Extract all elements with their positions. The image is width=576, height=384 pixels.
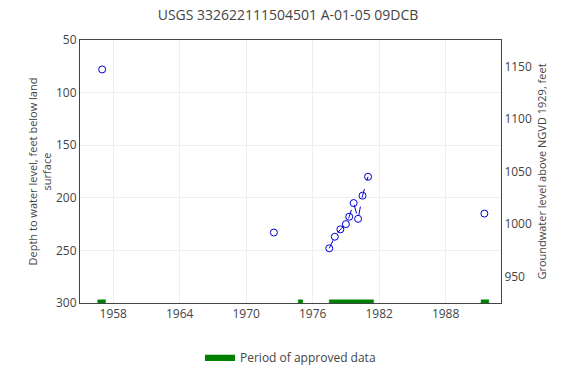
svg-text:1988: 1988 bbox=[432, 305, 460, 322]
svg-text:1970: 1970 bbox=[232, 305, 260, 322]
svg-text:150: 150 bbox=[56, 136, 77, 153]
svg-text:1964: 1964 bbox=[166, 305, 194, 322]
svg-text:Period of approved data: Period of approved data bbox=[240, 349, 376, 366]
svg-text:1100: 1100 bbox=[504, 110, 532, 127]
svg-text:Depth to water level, feet bel: Depth to water level, feet below landsur… bbox=[25, 78, 54, 266]
svg-text:1976: 1976 bbox=[299, 305, 327, 322]
svg-text:1982: 1982 bbox=[365, 305, 393, 322]
svg-text:1000: 1000 bbox=[504, 215, 532, 232]
svg-text:250: 250 bbox=[56, 242, 77, 259]
svg-text:100: 100 bbox=[56, 84, 77, 101]
svg-text:1150: 1150 bbox=[504, 58, 532, 75]
svg-text:USGS 332622111504501 A-01-05 0: USGS 332622111504501 A-01-05 09DCB bbox=[158, 5, 419, 24]
svg-text:200: 200 bbox=[56, 189, 77, 206]
svg-text:50: 50 bbox=[63, 31, 77, 48]
svg-text:1958: 1958 bbox=[100, 305, 128, 322]
svg-text:950: 950 bbox=[504, 268, 525, 285]
svg-text:300: 300 bbox=[56, 294, 77, 311]
svg-text:1050: 1050 bbox=[504, 163, 532, 180]
svg-text:Groundwater level above NGVD 1: Groundwater level above NGVD 1929, feet bbox=[534, 63, 549, 279]
